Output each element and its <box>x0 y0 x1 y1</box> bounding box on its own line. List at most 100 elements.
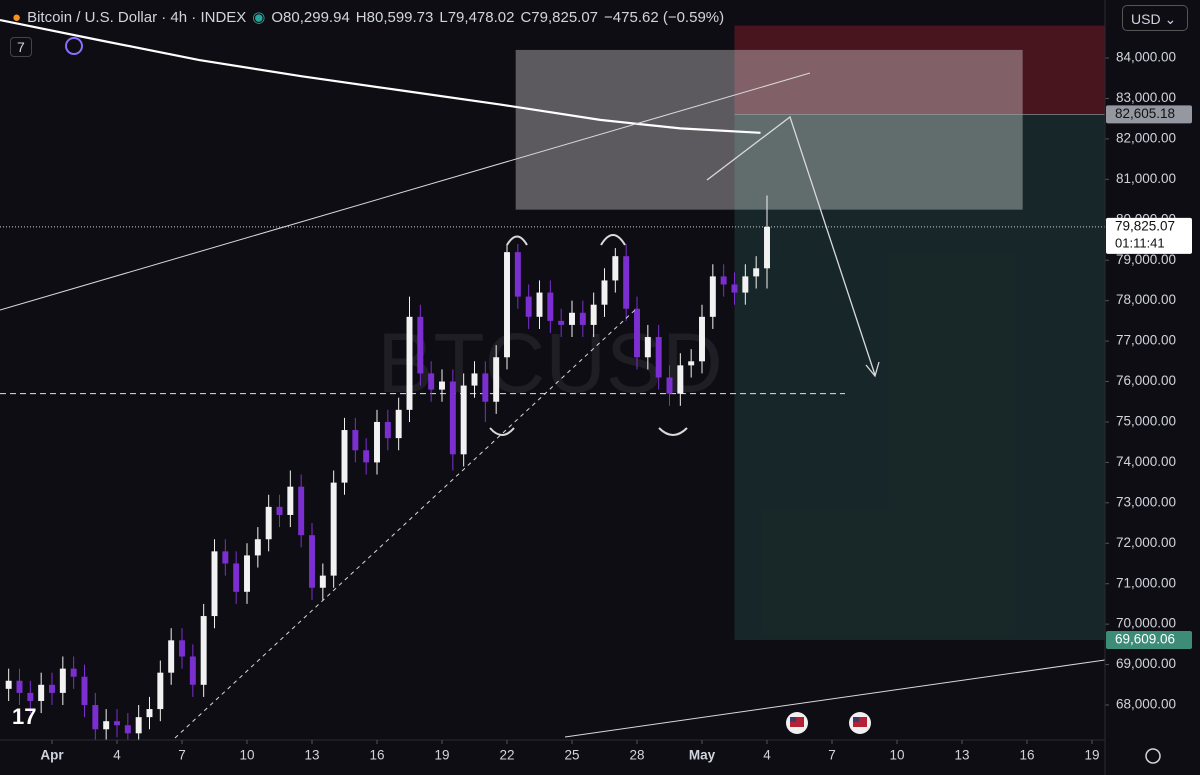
x-axis: Apr 4 7 10 13 16 19 22 25 28 May 4 7 10 13 16 19 <box>40 740 1100 763</box>
candle-body <box>764 226 770 269</box>
candle-body <box>309 535 315 588</box>
x-tick-label: 19 <box>1084 748 1099 763</box>
candle-body <box>449 381 456 455</box>
x-axis-bar <box>0 740 1105 775</box>
candle-body <box>666 377 673 394</box>
candle-body <box>384 421 391 439</box>
candle-body <box>579 312 586 325</box>
candle-body <box>352 430 359 451</box>
stop-zone <box>734 25 1105 115</box>
candle-body <box>753 268 760 277</box>
candle-body <box>612 256 619 281</box>
candle-body <box>330 482 337 576</box>
y-tick-label: 68,000.00 <box>1116 697 1176 712</box>
zones <box>0 25 1105 640</box>
price-tag <box>1106 630 1192 649</box>
candle-body <box>504 252 510 358</box>
flag-icon <box>853 717 867 727</box>
price-tag-label: 69,609.06 <box>1115 632 1175 647</box>
candle-body <box>124 725 131 734</box>
symbol: Bitcoin / U.S. Dollar · 4h · INDEX <box>27 9 247 26</box>
candle-body <box>135 717 142 734</box>
candle-body <box>254 539 261 556</box>
ohlc-value: H80,599.73 <box>355 9 434 26</box>
candle-body <box>439 381 445 390</box>
currency: USD <box>1131 11 1161 27</box>
trend-line <box>564 659 1105 738</box>
settings-icon[interactable] <box>1145 748 1161 764</box>
resistance-zone <box>515 49 1023 210</box>
candle-body <box>103 721 110 730</box>
status-dot: ◉ <box>252 9 266 26</box>
candle-body <box>92 705 99 730</box>
candle-body <box>493 357 500 402</box>
arc <box>506 235 528 246</box>
candle-body <box>482 373 489 402</box>
candle-body <box>70 668 77 677</box>
logo: 17 <box>12 704 36 729</box>
indicator-toggle[interactable]: 7 <box>10 37 32 57</box>
candle-body <box>222 551 229 564</box>
candle-body <box>211 551 218 617</box>
y-tick-label: 78,000.00 <box>1116 292 1176 307</box>
candle-body <box>547 292 554 321</box>
sync-icon[interactable] <box>65 37 83 55</box>
candle-body <box>471 373 478 386</box>
candle-body <box>146 709 153 718</box>
price-tag <box>1106 217 1192 254</box>
candle-body <box>634 308 640 358</box>
x-tick-label: Apr <box>40 748 64 763</box>
candle-body <box>27 692 34 701</box>
candle-body <box>731 284 738 293</box>
candle-body <box>265 506 272 540</box>
ohlc: O80,299.94 H80,599.73 L79,478.02 C79,825.07… <box>271 9 730 26</box>
arc <box>658 427 688 436</box>
candle-body <box>81 676 88 706</box>
candle-body <box>319 575 326 588</box>
x-tick-label: 4 <box>763 748 771 763</box>
candle-body <box>428 373 435 390</box>
ohlc-value: C79,825.07 <box>520 9 599 26</box>
price-tags: 82,605.18 79,825.07 01:11:41 69,609.06 <box>1106 105 1192 649</box>
arc <box>489 427 515 436</box>
moving-average <box>0 18 761 134</box>
ohlc-value: O80,299.94 <box>271 9 350 26</box>
y-tick-label: 70,000.00 <box>1116 616 1176 631</box>
x-tick-label: 16 <box>1019 748 1034 763</box>
x-tick-label: 7 <box>828 748 836 763</box>
candle-body <box>590 304 597 325</box>
x-tick-label: 16 <box>369 748 384 763</box>
candle-body <box>298 486 305 536</box>
y-tick-label: 83,000.00 <box>1116 90 1176 105</box>
x-tick-label: May <box>689 748 716 763</box>
candle-body <box>699 316 705 362</box>
y-tick-label: 76,000.00 <box>1116 373 1176 388</box>
candle-body <box>363 450 370 463</box>
candle-body <box>59 668 66 693</box>
currency-select[interactable]: USD ⌄ <box>1122 5 1188 31</box>
indicator-count: 7 <box>17 39 25 55</box>
flag-icon <box>790 717 796 722</box>
candle-body <box>5 680 12 689</box>
candle-body <box>460 385 467 455</box>
x-tick-label: 7 <box>178 748 186 763</box>
arrow-head <box>865 361 880 378</box>
candle-body <box>287 486 294 515</box>
x-tick-label: 25 <box>564 748 579 763</box>
candle-body <box>406 316 413 410</box>
countdown: 01:11:41 <box>1115 235 1165 250</box>
x-tick-label: 28 <box>629 748 644 763</box>
candle-body <box>742 276 749 293</box>
ohlc-value: −475.62 (−0.59%) <box>604 9 725 26</box>
candle-body <box>655 337 662 378</box>
coin-icon: ● <box>12 9 22 26</box>
y-tick-label: 71,000.00 <box>1116 575 1176 590</box>
x-tick-label: 13 <box>304 748 319 763</box>
arc <box>600 234 626 246</box>
candle-body <box>677 365 684 394</box>
candle-body <box>189 656 196 685</box>
x-tick-label: 10 <box>889 748 904 763</box>
candle-body <box>157 672 164 710</box>
